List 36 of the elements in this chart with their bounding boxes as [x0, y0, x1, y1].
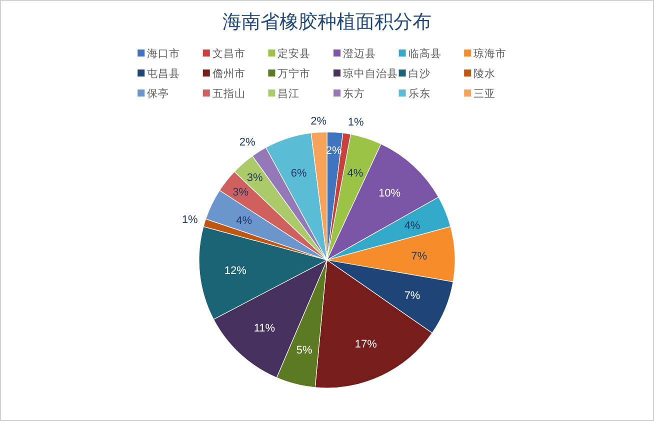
legend-label: 三亚: [474, 89, 496, 100]
data-label: 17%: [354, 338, 377, 351]
data-label: 5%: [296, 344, 312, 356]
legend-label: 五指山: [212, 89, 246, 100]
legend-label: 陵水: [474, 69, 496, 80]
data-label: 6%: [290, 167, 307, 180]
data-label: 7%: [404, 290, 420, 302]
legend-label: 琼中自治县: [343, 69, 398, 80]
data-label: 2%: [310, 115, 327, 128]
legend-label: 昌江: [278, 89, 300, 100]
data-label: 3%: [232, 186, 249, 199]
data-label: 10%: [378, 187, 401, 200]
legend-label: 东方: [343, 89, 365, 100]
legend-label: 保亭: [147, 89, 170, 100]
data-label: 4%: [236, 214, 252, 227]
data-label: 4%: [404, 220, 420, 232]
legend-label: 临高县: [408, 49, 442, 60]
legend-label: 琼海市: [474, 49, 507, 60]
legend-label: 海口市: [147, 49, 180, 60]
data-label: 1%: [182, 214, 198, 226]
data-label: 12%: [224, 265, 246, 278]
title: 海南省橡胶种植面积分布: [222, 12, 432, 33]
legend-label: 乐东: [408, 89, 430, 100]
legend-label: 屯昌县: [147, 69, 180, 80]
legend-label: 定安县: [278, 49, 311, 60]
data-label: 7%: [411, 250, 428, 263]
legend-label: 儋州市: [212, 69, 246, 80]
legend-label: 澄迈县: [343, 49, 376, 60]
data-label: 1%: [348, 116, 364, 129]
legend-label: 白沙: [408, 69, 430, 80]
legend-label: 文昌市: [212, 49, 246, 60]
legend-label: 万宁市: [278, 69, 311, 80]
data-label: 4%: [347, 167, 364, 180]
data-label: 2%: [239, 136, 256, 148]
data-label: 11%: [254, 322, 276, 335]
data-label: 3%: [246, 172, 263, 184]
